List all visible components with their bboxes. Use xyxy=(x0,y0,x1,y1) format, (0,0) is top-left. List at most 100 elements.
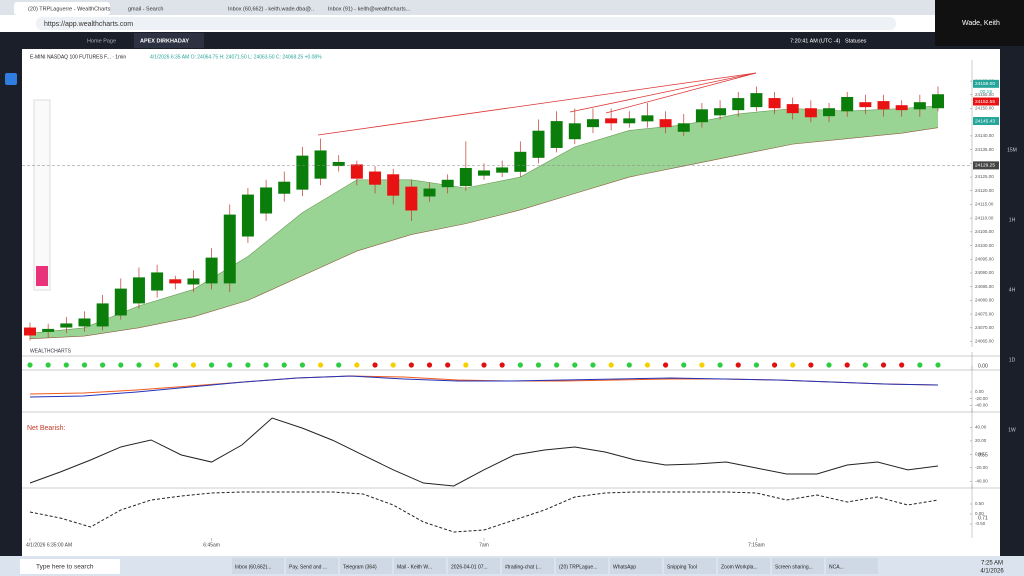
candle-body xyxy=(750,93,763,108)
taskbar-item[interactable] xyxy=(394,558,446,574)
y-tick-label: 24120.00 xyxy=(975,188,994,193)
taskbar-item[interactable] xyxy=(718,558,770,574)
taskbar-item[interactable] xyxy=(664,558,716,574)
candle-body xyxy=(205,257,218,284)
candle-body xyxy=(42,328,55,332)
status[interactable]: Statuses xyxy=(845,38,867,44)
profile-name: Wade, Keith xyxy=(962,20,1000,27)
signal-dot xyxy=(463,362,469,368)
watermark: WEALTHCHARTS xyxy=(30,348,72,354)
taskbar-item[interactable] xyxy=(610,558,662,574)
taskbar-label: #trading-chat |... xyxy=(505,564,541,570)
y-tick-label: 24135.00 xyxy=(975,147,994,152)
candle-body xyxy=(932,94,944,109)
candle-body xyxy=(151,272,164,291)
y-tick-label: 0.00 xyxy=(975,452,984,457)
y-tick-label: 24075.00 xyxy=(975,311,994,316)
taskbar-label: Screen sharing... xyxy=(775,564,813,570)
timeframe[interactable]: 4H xyxy=(1009,287,1016,293)
trend-line xyxy=(569,72,757,113)
x-tick-label: 6:45am xyxy=(203,542,220,548)
price-badge xyxy=(973,79,999,88)
band-lower xyxy=(29,127,939,340)
y-tick-label: 24090.00 xyxy=(975,270,994,275)
signal-dot xyxy=(626,362,632,368)
signal-dot xyxy=(862,362,868,368)
timeframe[interactable]: 1W xyxy=(1008,427,1016,433)
candle-body xyxy=(695,109,708,123)
candle-body xyxy=(659,119,672,128)
y-tick-label: 24150.00 xyxy=(975,106,994,111)
candle-body xyxy=(496,167,509,173)
taskbar-item[interactable] xyxy=(340,558,392,574)
y-tick-label: 24105.00 xyxy=(975,229,994,234)
taskbar-item[interactable] xyxy=(502,558,554,574)
candle-body xyxy=(841,96,854,112)
timeframe[interactable]: 15M xyxy=(1007,147,1017,153)
signal-dot xyxy=(354,362,360,368)
candle-body xyxy=(514,151,527,172)
url-field[interactable] xyxy=(36,17,896,30)
candle-body xyxy=(768,98,781,109)
price-badge xyxy=(973,161,999,170)
candle-body xyxy=(78,318,91,327)
y-tick-label: 24085.00 xyxy=(975,284,994,289)
candle-body xyxy=(586,119,599,128)
signal-dot xyxy=(100,362,106,368)
signal-dot xyxy=(753,362,760,368)
candle-body xyxy=(823,108,836,117)
taskbar-label: Zoom Workpla... xyxy=(721,564,758,570)
taskbar-item[interactable] xyxy=(286,558,338,574)
signal-dot xyxy=(826,362,832,368)
signal-dot xyxy=(281,362,287,368)
taskbar-item[interactable] xyxy=(232,558,284,574)
candle-body xyxy=(478,170,490,176)
taskbar-label: 2026-04-01 07... xyxy=(451,564,488,570)
taskbar-item[interactable] xyxy=(772,558,824,574)
browser-tab[interactable] xyxy=(14,2,110,15)
signal-dot xyxy=(336,362,342,368)
trend-line xyxy=(317,72,757,136)
taskbar-item[interactable] xyxy=(556,558,608,574)
x-tick-label: 7am xyxy=(479,542,489,548)
signal-dot xyxy=(172,362,178,368)
candle-body xyxy=(187,278,200,285)
browser-tab[interactable] xyxy=(214,2,310,15)
browser-tab[interactable] xyxy=(314,2,410,15)
candle-body xyxy=(314,150,327,179)
search-box[interactable] xyxy=(20,559,120,574)
signal-dot xyxy=(644,362,651,368)
taskbar-item[interactable] xyxy=(448,558,500,574)
candle-body xyxy=(623,118,636,124)
candle-body xyxy=(405,186,418,211)
active-app-tab[interactable] xyxy=(134,33,204,48)
taskbar-label: Pay, Send and ... xyxy=(289,564,327,570)
add-button[interactable] xyxy=(5,73,17,85)
app-header xyxy=(0,32,1024,49)
color-swatch[interactable] xyxy=(36,266,48,286)
timeframe[interactable]: 1H xyxy=(1009,217,1016,223)
trend-line xyxy=(605,72,757,114)
drawing-tools[interactable] xyxy=(33,99,51,291)
app-tab[interactable]: Home Page xyxy=(87,38,116,44)
taskbar-item[interactable] xyxy=(826,558,878,574)
left-toolbar xyxy=(0,49,22,556)
timeframe[interactable]: 1D xyxy=(1009,357,1016,363)
taskbar-label: Inbox (60,662)... xyxy=(235,564,271,570)
browser-tab[interactable] xyxy=(114,2,210,15)
candle-body xyxy=(332,161,345,167)
indicator-line xyxy=(29,375,939,398)
signal-dot xyxy=(299,362,305,368)
app-tab[interactable]: APEX DIRKHADAY xyxy=(140,38,189,44)
candle-body xyxy=(568,123,581,140)
price-badge-label: 24159.00 xyxy=(975,81,995,87)
candle-body xyxy=(350,164,363,179)
browser-tab-title: Inbox (60,662) - keith.wade.dba@... xyxy=(228,6,316,12)
band-fill xyxy=(30,105,938,339)
signal-dot xyxy=(917,362,923,368)
x-tick-label: 4/1/2026 6:35:00 AM xyxy=(26,542,72,548)
signal-dot xyxy=(209,362,215,368)
candle-body xyxy=(387,174,400,196)
